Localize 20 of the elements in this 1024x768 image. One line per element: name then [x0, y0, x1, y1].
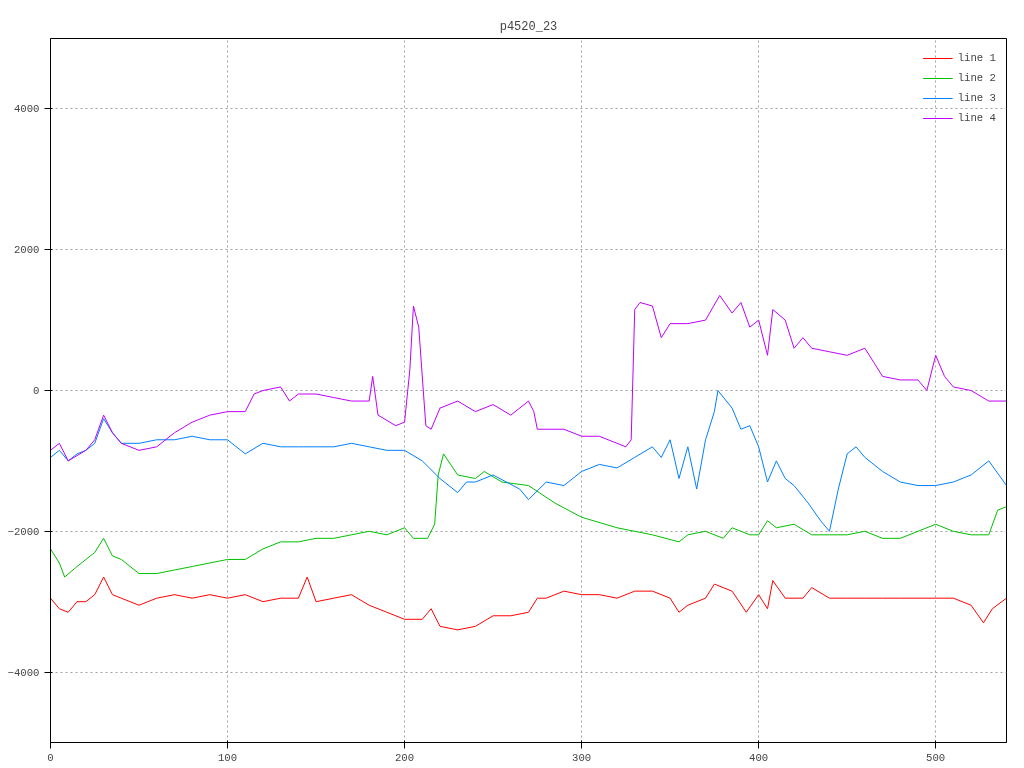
line-series [50, 576, 1007, 631]
legend-label: line 2 [957, 72, 996, 84]
line-series [50, 453, 1007, 578]
x-tick-label: 200 [394, 751, 415, 764]
y-tick-label: 2000 [13, 244, 40, 257]
y-tick-label: 0 [33, 385, 40, 397]
legend-label: line 1 [957, 52, 996, 64]
y-tick-label: 4000 [13, 103, 40, 116]
legend-label: line 3 [957, 92, 996, 104]
legend-label: line 4 [957, 112, 996, 124]
x-tick-label: 400 [749, 751, 769, 764]
y-tick-label: −2000 [7, 525, 40, 538]
x-tick-label: 300 [572, 751, 592, 764]
x-tick-label: 0 [47, 751, 54, 764]
chart-title: p4520_23 [499, 19, 558, 34]
line-series [50, 390, 1007, 532]
line-series [50, 294, 1007, 462]
x-tick-label: 100 [217, 751, 238, 764]
y-tick-label: −4000 [7, 666, 40, 679]
x-tick-label: 500 [926, 751, 946, 764]
